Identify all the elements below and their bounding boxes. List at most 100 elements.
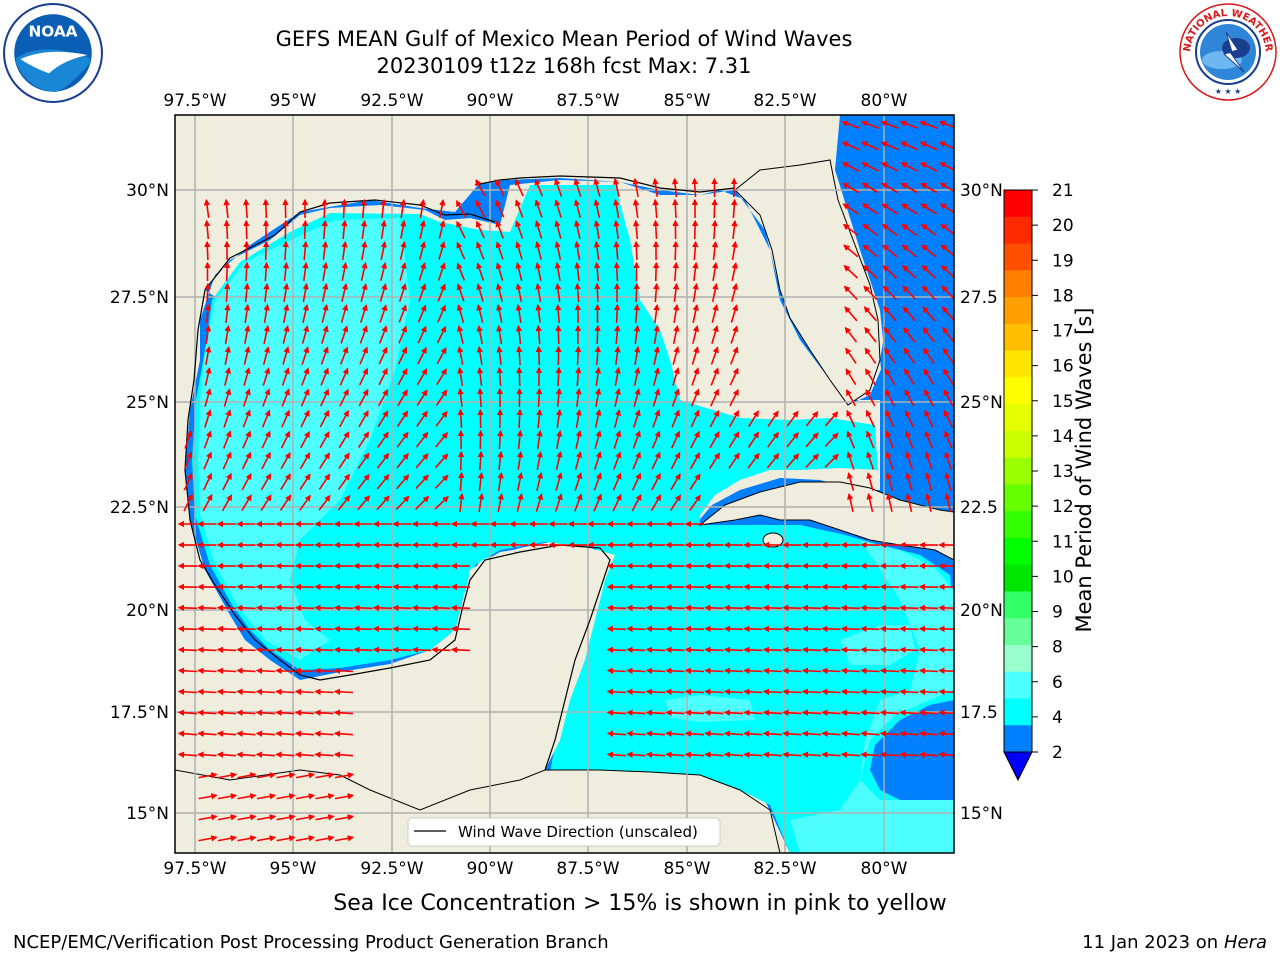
wave-arrow bbox=[261, 430, 271, 449]
wave-arrow bbox=[885, 409, 895, 428]
wave-arrow bbox=[395, 495, 410, 511]
wave-arrow bbox=[861, 162, 879, 172]
wave-arrow bbox=[554, 240, 562, 260]
wave-arrow bbox=[334, 772, 355, 779]
wave-arrow bbox=[223, 261, 231, 282]
wave-arrow bbox=[455, 199, 467, 218]
wave-arrow bbox=[924, 451, 933, 470]
wave-arrow bbox=[334, 814, 355, 821]
wave-arrow bbox=[606, 604, 627, 612]
wave-arrow bbox=[801, 667, 822, 674]
colorbar-title: Mean Period of Wind Waves [s] bbox=[1072, 307, 1096, 633]
wave-arrow bbox=[729, 367, 739, 386]
wave-arrow bbox=[865, 409, 876, 428]
wave-arrow bbox=[704, 604, 724, 612]
wave-arrow bbox=[315, 793, 335, 800]
colorbar-tick-label: 19 bbox=[1052, 251, 1074, 271]
wave-arrow bbox=[842, 223, 859, 237]
wave-arrow bbox=[665, 751, 685, 758]
wave-arrow bbox=[843, 244, 859, 258]
wave-arrow bbox=[723, 604, 744, 612]
wave-arrow bbox=[606, 730, 627, 737]
noaa-logo-text: NOAA bbox=[28, 23, 77, 41]
wave-arrow bbox=[652, 261, 660, 282]
wave-arrow bbox=[801, 646, 822, 654]
wave-arrow bbox=[782, 646, 802, 654]
wave-arrow bbox=[762, 604, 783, 612]
wave-arrow bbox=[437, 262, 446, 281]
wave-arrow bbox=[885, 472, 894, 491]
wave-arrow bbox=[840, 688, 861, 695]
wave-arrow bbox=[223, 198, 230, 219]
lat-label-right: 15°N bbox=[960, 804, 1003, 824]
wave-arrow bbox=[762, 730, 783, 737]
wave-arrow bbox=[216, 709, 237, 716]
wave-arrow bbox=[377, 388, 389, 407]
wave-arrow bbox=[314, 751, 334, 758]
wave-arrow bbox=[844, 326, 858, 343]
wave-arrow bbox=[534, 178, 544, 197]
wave-arrow bbox=[665, 667, 685, 674]
wave-arrow bbox=[255, 604, 276, 612]
wave-arrow bbox=[353, 604, 373, 612]
wave-arrow bbox=[294, 604, 315, 612]
wave-arrow bbox=[295, 793, 316, 800]
wave-arrow bbox=[262, 240, 270, 261]
wave-arrow bbox=[411, 625, 432, 633]
wave-arrow bbox=[841, 120, 860, 129]
wave-arrow bbox=[535, 282, 542, 303]
wave-arrow bbox=[632, 177, 639, 198]
wave-arrow bbox=[944, 472, 952, 491]
wave-arrow bbox=[294, 730, 315, 737]
wave-arrow bbox=[353, 625, 373, 633]
wave-arrow bbox=[709, 409, 720, 428]
lon-label-bottom: 80°W bbox=[861, 859, 908, 879]
wave-arrow bbox=[415, 453, 429, 469]
wave-arrow bbox=[314, 646, 334, 654]
wave-arrow bbox=[477, 387, 484, 408]
wave-arrow bbox=[263, 261, 270, 282]
wave-arrow bbox=[691, 177, 698, 198]
wave-arrow bbox=[321, 198, 328, 219]
wave-arrow bbox=[556, 429, 563, 449]
wave-arrow bbox=[359, 346, 368, 365]
wave-arrow bbox=[743, 625, 763, 633]
wave-arrow bbox=[728, 452, 740, 469]
wave-arrow bbox=[801, 625, 822, 633]
wave-arrow bbox=[360, 283, 368, 302]
wave-arrow bbox=[476, 345, 484, 366]
wave-arrow bbox=[341, 198, 348, 219]
wave-arrow bbox=[397, 389, 408, 407]
wave-arrow bbox=[901, 265, 917, 279]
wave-arrow bbox=[392, 625, 412, 633]
wave-arrow bbox=[940, 265, 954, 279]
wave-arrow bbox=[314, 709, 334, 716]
wave-arrow bbox=[411, 646, 432, 654]
wave-arrow bbox=[884, 388, 896, 407]
wave-arrow bbox=[320, 367, 329, 386]
wave-arrow bbox=[380, 240, 387, 260]
wave-arrow bbox=[202, 472, 213, 491]
wave-arrow bbox=[943, 368, 954, 386]
wave-arrow bbox=[357, 452, 370, 469]
wave-arrow bbox=[380, 262, 388, 281]
wave-arrow bbox=[866, 472, 874, 491]
lat-labels-left: 30°N 27.5°N 25°N 22.5°N 20°N 17.5°N 15°N bbox=[110, 181, 169, 824]
colorbar-tick-label: 9 bbox=[1052, 603, 1063, 623]
wave-arrow bbox=[255, 646, 276, 654]
wave-arrow bbox=[280, 473, 291, 491]
wave-arrow bbox=[923, 347, 935, 364]
wave-arrow bbox=[821, 688, 841, 695]
wave-arrow bbox=[883, 326, 897, 343]
wave-arrow bbox=[360, 261, 368, 281]
wave-arrow bbox=[378, 325, 388, 344]
wave-arrow bbox=[840, 604, 861, 612]
wave-arrow bbox=[840, 709, 861, 716]
wave-arrow bbox=[594, 366, 602, 387]
wave-arrow bbox=[515, 241, 523, 260]
wave-arrow bbox=[415, 495, 430, 510]
colorbar-segment bbox=[1004, 350, 1032, 378]
wave-arrow bbox=[846, 472, 855, 491]
lat-labels-right: 30°N 27.5 25°N 22.5 20°N 17.5 15°N bbox=[960, 181, 1003, 824]
lat-label-left: 27.5°N bbox=[110, 288, 169, 308]
